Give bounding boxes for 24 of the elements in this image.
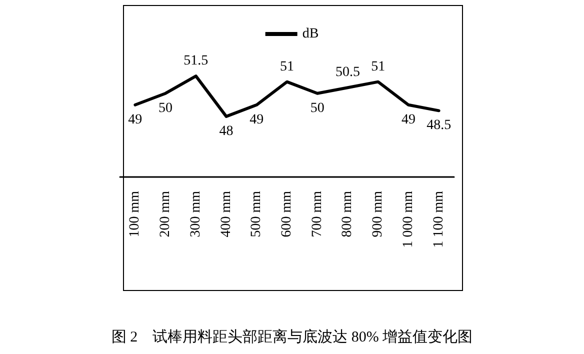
x-tick-label: 600 mm	[280, 190, 294, 238]
x-tick-label: 500 mm	[249, 190, 264, 238]
data-label: 51	[371, 59, 386, 74]
data-label: 51	[280, 59, 294, 74]
data-label: 49	[401, 112, 416, 128]
data-label: 49	[250, 112, 264, 128]
x-tick-label: 100 mm	[128, 190, 143, 238]
data-label: 48.5	[426, 118, 452, 134]
x-tick-label: 1 000 mm	[400, 190, 416, 248]
x-tick-label: 400 mm	[218, 190, 234, 238]
x-tick-label: 700 mm	[310, 190, 325, 238]
text: 图 2 试棒用料距头部距离与底波达 80% 增益值变化图	[111, 328, 473, 346]
x-tick-label: 300 mm	[188, 190, 204, 238]
data-label: 49	[128, 112, 142, 128]
x-tick-label: 1 100 mm	[431, 190, 446, 248]
x-tick-label: 800 mm	[340, 190, 356, 238]
x-tick-label: 200 mm	[158, 190, 174, 238]
data-label: 48	[219, 124, 234, 139]
data-label: 50	[310, 100, 324, 116]
x-tick-label: 900 mm	[370, 190, 386, 238]
legend-label: dB	[302, 26, 319, 42]
data-label: 50.5	[335, 65, 360, 80]
data-label: 50	[158, 100, 173, 116]
data-label: 51.5	[184, 54, 208, 69]
